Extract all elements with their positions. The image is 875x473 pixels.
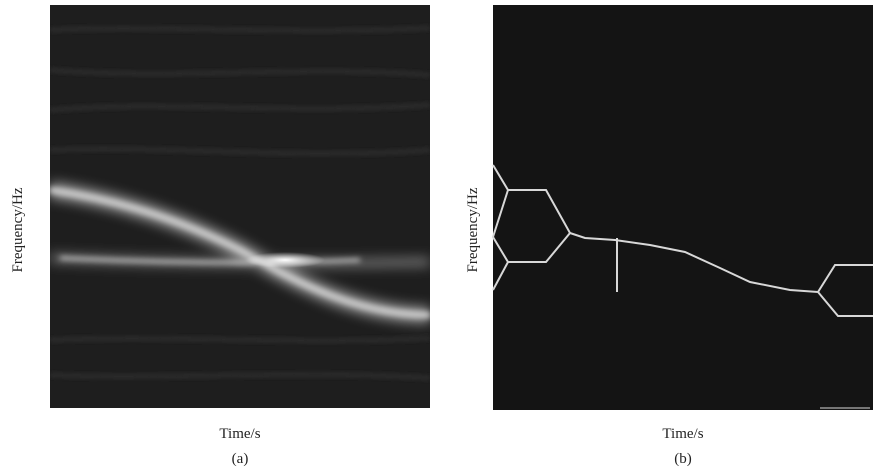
spectrogram bbox=[50, 5, 430, 408]
skeleton-lines bbox=[491, 164, 873, 409]
y-axis-label: Frequency/Hz bbox=[465, 187, 481, 272]
skeleton-image bbox=[493, 5, 873, 410]
y-axis-label: Frequency/Hz bbox=[10, 187, 26, 272]
panel-caption: (a) bbox=[232, 451, 249, 467]
panel-caption: (b) bbox=[674, 451, 692, 467]
x-axis-label: Time/s bbox=[219, 426, 260, 442]
x-axis-label: Time/s bbox=[662, 426, 703, 442]
